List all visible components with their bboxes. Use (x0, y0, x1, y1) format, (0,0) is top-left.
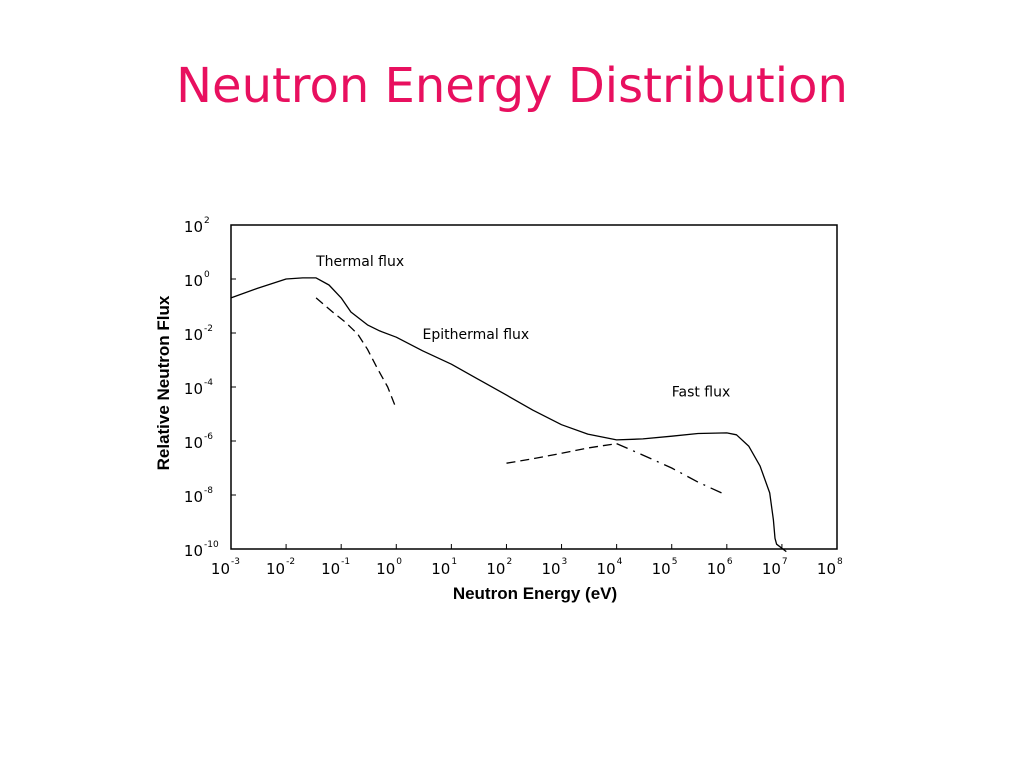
y-tick-label: 10 (184, 272, 203, 290)
x-tick-label: 10 (211, 560, 230, 578)
x-tick-exponent: 8 (837, 557, 843, 567)
x-tick-exponent: -3 (231, 557, 240, 567)
plot-area-frame (230, 224, 838, 550)
x-axis-title: Neutron Energy (eV) (453, 584, 617, 603)
y-tick-label: 10 (184, 434, 203, 452)
y-tick-exponent: -4 (204, 378, 213, 388)
series-line-total (230, 277, 787, 553)
slide-title: Neutron Energy Distribution (176, 58, 848, 114)
y-tick-label: 10 (184, 542, 203, 560)
y-tick-label: 10 (184, 218, 203, 236)
x-tick-exponent: 5 (672, 557, 678, 567)
series-line-thermal (315, 297, 397, 410)
annotation-label: Epithermal flux (423, 327, 530, 343)
series-line-epithermal (616, 443, 722, 494)
series-layer (230, 277, 787, 553)
x-tick-label: 10 (652, 560, 671, 578)
x-tick-label: 10 (266, 560, 285, 578)
x-tick-exponent: 0 (396, 557, 402, 567)
x-tick-label: 10 (817, 560, 836, 578)
y-tick-label: 10 (184, 326, 203, 344)
x-tick-label: 10 (486, 560, 505, 578)
x-tick-label: 10 (597, 560, 616, 578)
y-tick-exponent: 2 (204, 216, 210, 226)
x-tick-exponent: 6 (727, 557, 733, 567)
x-tick-exponent: 2 (506, 557, 512, 567)
series-line-fast (506, 442, 617, 464)
y-tick-exponent: -2 (204, 324, 213, 334)
y-tick-label: 10 (184, 380, 203, 398)
x-axis-ticks: 10 -3 10 -2 10 -1 10 0 10 1 10 2 10 3 10 4 10 5 10 6 10 7 10 8 (211, 544, 843, 578)
y-tick-exponent: -10 (204, 540, 219, 550)
x-tick-exponent: -1 (341, 557, 350, 567)
x-tick-label: 10 (376, 560, 395, 578)
y-tick-exponent: -6 (204, 432, 213, 442)
annotation-label: Fast flux (672, 384, 731, 400)
x-tick-label: 10 (762, 560, 781, 578)
y-tick-exponent: 0 (204, 270, 210, 280)
x-tick-label: 10 (707, 560, 726, 578)
x-tick-label: 10 (541, 560, 560, 578)
x-tick-exponent: 7 (782, 557, 788, 567)
x-tick-exponent: 1 (451, 557, 457, 567)
x-tick-label: 10 (321, 560, 340, 578)
x-tick-exponent: -2 (286, 557, 295, 567)
x-tick-exponent: 3 (562, 557, 568, 567)
annotation-layer: Thermal flux Epithermal flux Fast flux (315, 254, 730, 400)
y-axis-title: Relative Neutron Flux (154, 295, 173, 470)
y-tick-label: 10 (184, 488, 203, 506)
x-tick-exponent: 4 (617, 557, 623, 567)
x-tick-label: 10 (431, 560, 450, 578)
annotation-label: Thermal flux (315, 254, 404, 270)
y-tick-exponent: -8 (204, 486, 213, 496)
